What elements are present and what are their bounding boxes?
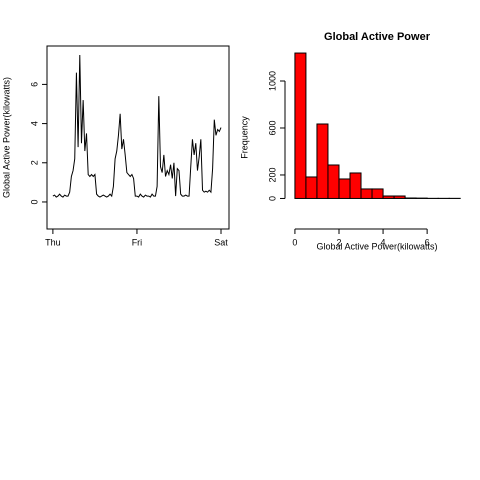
x-tick-label: Fri xyxy=(132,237,143,247)
y-tick-label: 0 xyxy=(267,196,277,201)
x-tick-label: 2 xyxy=(336,237,341,247)
hist-bar xyxy=(371,188,384,199)
x-tick-label: 4 xyxy=(381,237,386,247)
y-tick-label: 2 xyxy=(29,160,39,165)
y-tick-label: 6 xyxy=(29,82,39,87)
hist-bar xyxy=(349,172,362,199)
line-series xyxy=(52,55,222,198)
x-tick-label: Thu xyxy=(45,237,61,247)
y-tick-label: 1000 xyxy=(267,71,277,91)
hist-bar xyxy=(327,164,340,199)
plot-box xyxy=(46,45,230,230)
x-axis-label: Global Active Power(kilowatts) xyxy=(316,241,437,251)
hist-bar xyxy=(305,176,318,199)
y-tick-label: 4 xyxy=(29,121,39,126)
y-tick-label: 0 xyxy=(29,199,39,204)
x-tick-label: 6 xyxy=(425,237,430,247)
hist-bar xyxy=(360,188,373,199)
hist-bar xyxy=(382,195,395,199)
x-tick-label: Sat xyxy=(214,237,228,247)
hist-bar xyxy=(393,195,406,199)
y-axis-label: Global Active Power(kilowatts) xyxy=(1,77,11,198)
hist-bar xyxy=(316,123,329,199)
hist-bar xyxy=(294,52,307,199)
hist-bar xyxy=(338,178,351,199)
y-tick-label: 600 xyxy=(267,120,277,135)
y-tick-label: 200 xyxy=(267,167,277,182)
chart-title: Global Active Power xyxy=(324,31,431,43)
x-tick-label: 0 xyxy=(292,237,297,247)
y-axis-label: Frequency xyxy=(239,116,249,159)
